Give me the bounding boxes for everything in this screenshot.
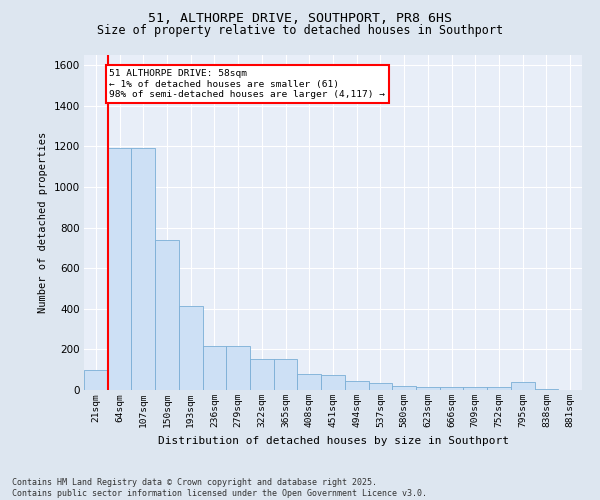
Text: 51 ALTHORPE DRIVE: 58sqm
← 1% of detached houses are smaller (61)
98% of semi-de: 51 ALTHORPE DRIVE: 58sqm ← 1% of detache… [109,69,385,99]
Bar [392,386,416,390]
Bar [298,374,321,390]
Y-axis label: Number of detached properties: Number of detached properties [38,132,48,313]
Bar [321,375,345,390]
Bar [84,370,108,390]
Bar [535,389,558,390]
X-axis label: Distribution of detached houses by size in Southport: Distribution of detached houses by size … [157,436,509,446]
Bar [274,358,298,390]
Text: Contains HM Land Registry data © Crown copyright and database right 2025.
Contai: Contains HM Land Registry data © Crown c… [12,478,427,498]
Bar [155,240,179,390]
Bar [368,383,392,390]
Bar [108,148,131,390]
Bar [345,381,368,390]
Bar [487,387,511,390]
Bar [226,346,250,390]
Text: 51, ALTHORPE DRIVE, SOUTHPORT, PR8 6HS: 51, ALTHORPE DRIVE, SOUTHPORT, PR8 6HS [148,12,452,26]
Bar [511,382,535,390]
Bar [131,148,155,390]
Bar [440,387,463,390]
Bar [416,387,440,390]
Bar [179,306,203,390]
Bar [203,346,226,390]
Text: Size of property relative to detached houses in Southport: Size of property relative to detached ho… [97,24,503,37]
Bar [463,387,487,390]
Bar [250,358,274,390]
